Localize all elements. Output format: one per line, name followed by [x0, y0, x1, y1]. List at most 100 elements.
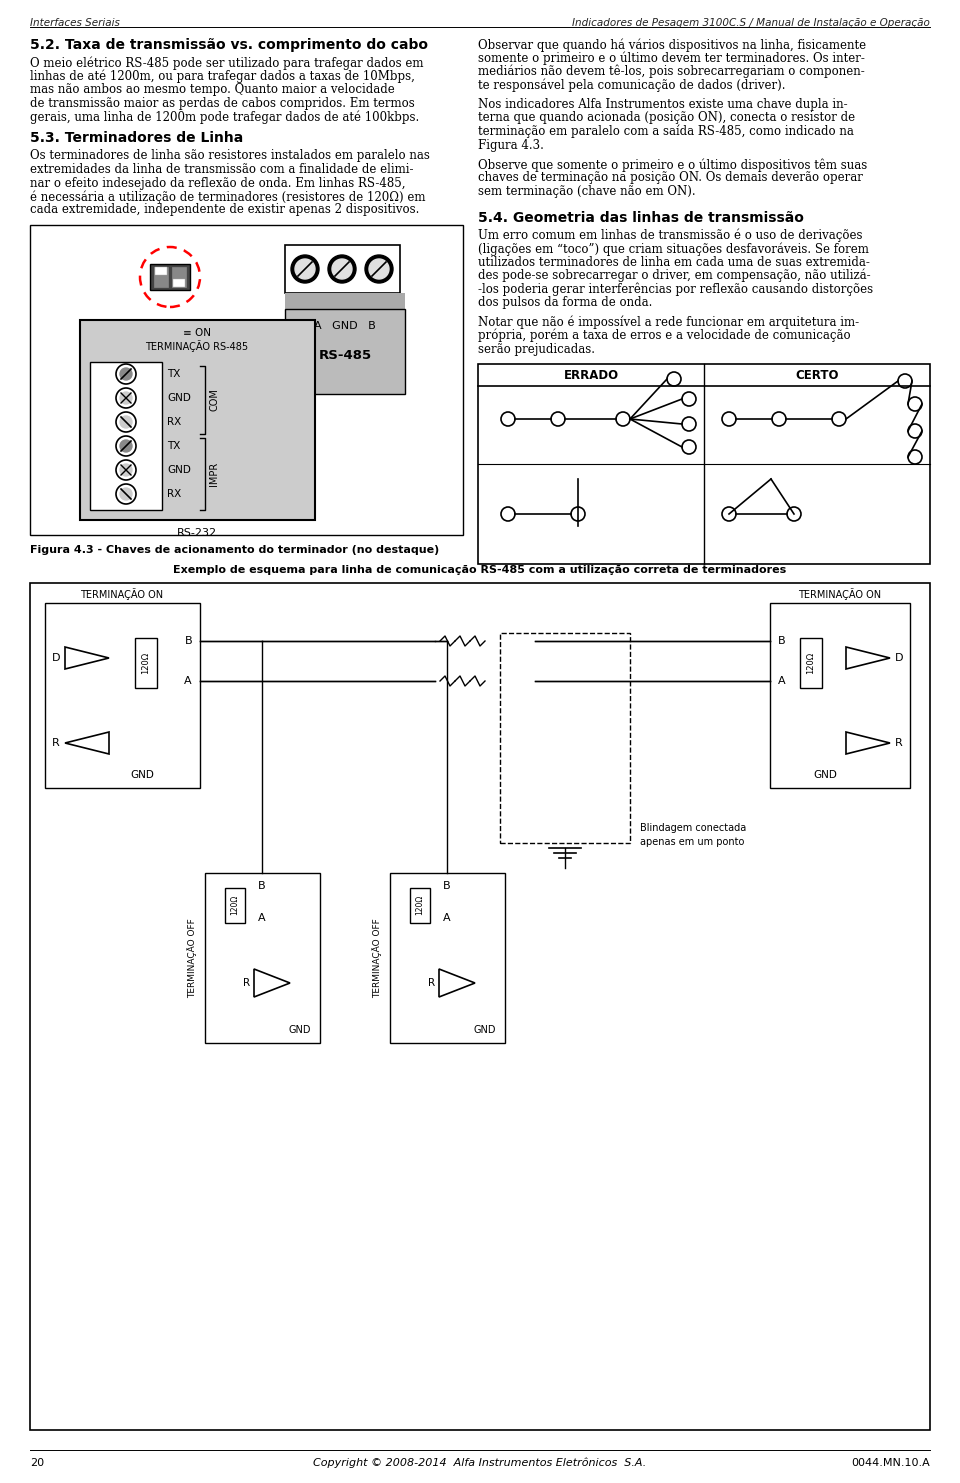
Text: te responsável pela comunicação de dados (driver).: te responsável pela comunicação de dados… [478, 79, 785, 92]
Text: B: B [258, 881, 266, 891]
Bar [135, 638, 157, 688]
Text: RS-232: RS-232 [177, 528, 217, 538]
Text: GND: GND [167, 393, 191, 403]
Text: Indicadores de Pesagem 3100C.S / Manual de Instalação e Operação: Indicadores de Pesagem 3100C.S / Manual … [572, 18, 930, 28]
Text: Interfaces Seriais: Interfaces Seriais [30, 18, 120, 28]
Text: cada extremidade, independente de existir apenas 2 dispositivos.: cada extremidade, independente de existi… [30, 203, 420, 217]
Text: (ligações em “toco”) que criam situações desfavoráveis. Se forem: (ligações em “toco”) que criam situações… [478, 242, 869, 255]
Text: 0044.MN.10.A: 0044.MN.10.A [852, 1458, 930, 1468]
Text: Blindagem conectada: Blindagem conectada [640, 823, 746, 833]
Bar [172, 267, 186, 288]
Text: mas não ambos ao mesmo tempo. Quanto maior a velocidade: mas não ambos ao mesmo tempo. Quanto mai… [30, 83, 395, 96]
Text: D: D [895, 653, 903, 663]
Polygon shape [65, 647, 109, 669]
Text: ERRADO: ERRADO [564, 369, 618, 383]
Text: B: B [444, 881, 451, 891]
Text: TERMINAÇÃO ON: TERMINAÇÃO ON [799, 587, 881, 601]
Circle shape [120, 368, 132, 380]
Text: 120Ω: 120Ω [806, 653, 815, 675]
Text: Nos indicadores Alfa Instrumentos existe uma chave dupla in-: Nos indicadores Alfa Instrumentos existe… [478, 98, 848, 111]
Bar [205, 873, 320, 1043]
Text: apenas em um ponto: apenas em um ponto [640, 836, 744, 847]
Bar [30, 225, 463, 535]
Text: ≡ ON: ≡ ON [183, 328, 211, 338]
Text: R: R [895, 739, 902, 747]
Text: GND: GND [289, 1025, 311, 1035]
Circle shape [120, 488, 132, 500]
Text: B: B [184, 636, 192, 647]
Bar [285, 245, 400, 294]
Circle shape [120, 417, 132, 429]
Text: Observe que somente o primeiro e o último dispositivos têm suas: Observe que somente o primeiro e o últim… [478, 159, 867, 172]
Bar [390, 873, 505, 1043]
Text: terminação em paralelo com a saída RS-485, como indicado na: terminação em paralelo com a saída RS-48… [478, 125, 853, 138]
Text: A: A [258, 914, 266, 922]
Text: 5.2. Taxa de transmissão vs. comprimento do cabo: 5.2. Taxa de transmissão vs. comprimento… [30, 39, 428, 52]
Circle shape [291, 255, 319, 283]
Text: Observar que quando há vários dispositivos na linha, fisicamente: Observar que quando há vários dispositiv… [478, 39, 866, 52]
Circle shape [332, 260, 352, 279]
Text: CERTO: CERTO [795, 369, 839, 383]
Text: Figura 4.3.: Figura 4.3. [478, 138, 544, 151]
Circle shape [369, 260, 389, 279]
Text: Figura 4.3 - Chaves de acionamento do terminador (no destaque): Figura 4.3 - Chaves de acionamento do te… [30, 544, 440, 555]
Text: somente o primeiro e o último devem ter terminadores. Os inter-: somente o primeiro e o último devem ter … [478, 52, 865, 65]
Text: Exemplo de esquema para linha de comunicação RS-485 com a utilização correta de : Exemplo de esquema para linha de comunic… [174, 565, 786, 575]
Bar [90, 362, 162, 510]
Text: GND: GND [130, 770, 154, 780]
Polygon shape [846, 647, 890, 669]
Text: TX: TX [167, 440, 180, 451]
Text: RX: RX [167, 417, 181, 427]
Circle shape [120, 464, 132, 476]
Text: RS-485: RS-485 [319, 349, 372, 362]
Text: B: B [778, 636, 785, 647]
Text: 120Ω: 120Ω [230, 894, 239, 915]
Bar [285, 308, 405, 394]
Text: sem terminação (chave não em ON).: sem terminação (chave não em ON). [478, 185, 696, 199]
Text: TX: TX [167, 369, 180, 380]
Text: mediários não devem tê-los, pois sobrecarregariam o componen-: mediários não devem tê-los, pois sobreca… [478, 65, 865, 79]
Circle shape [120, 392, 132, 403]
Text: TERMINAÇÃO OFF: TERMINAÇÃO OFF [372, 918, 382, 998]
Text: utilizados terminadores de linha em cada uma de suas extremida-: utilizados terminadores de linha em cada… [478, 255, 870, 268]
Text: chaves de terminação na posição ON. Os demais deverão operar: chaves de terminação na posição ON. Os d… [478, 172, 863, 184]
Bar [150, 264, 190, 291]
Bar [154, 267, 168, 288]
Bar [500, 633, 630, 842]
Text: des pode-se sobrecarregar o driver, em compensação, não utilizá-: des pode-se sobrecarregar o driver, em c… [478, 268, 871, 282]
Circle shape [328, 255, 356, 283]
Bar [478, 363, 930, 564]
Text: IMPR: IMPR [209, 461, 219, 486]
Bar [410, 888, 430, 922]
Text: gerais, uma linha de 1200m pode trafegar dados de até 100kbps.: gerais, uma linha de 1200m pode trafegar… [30, 110, 420, 123]
Text: R: R [243, 977, 250, 988]
Bar [30, 583, 930, 1430]
Text: é necessária a utilização de terminadores (resistores de 120Ω) em: é necessária a utilização de terminadore… [30, 190, 425, 203]
Text: 20: 20 [30, 1458, 44, 1468]
Bar [770, 604, 910, 787]
Polygon shape [846, 733, 890, 753]
Text: extremidades da linha de transmissão com a finalidade de elimi-: extremidades da linha de transmissão com… [30, 163, 414, 176]
Circle shape [120, 440, 132, 452]
Text: 120Ω: 120Ω [416, 894, 424, 915]
Text: RX: RX [167, 489, 181, 498]
Text: de transmissão maior as perdas de cabos compridos. Em termos: de transmissão maior as perdas de cabos … [30, 96, 415, 110]
Text: linhas de até 1200m, ou para trafegar dados a taxas de 10Mbps,: linhas de até 1200m, ou para trafegar da… [30, 70, 415, 83]
Text: Os terminadores de linha são resistores instalados em paralelo nas: Os terminadores de linha são resistores … [30, 150, 430, 163]
Text: O meio elétrico RS-485 pode ser utilizado para trafegar dados em: O meio elétrico RS-485 pode ser utilizad… [30, 56, 423, 70]
Polygon shape [439, 968, 475, 997]
Text: A   GND   B: A GND B [314, 320, 376, 331]
Text: TERMINAÇÃO RS-485: TERMINAÇÃO RS-485 [145, 340, 249, 351]
Text: D: D [52, 653, 60, 663]
Text: TERMINAÇÃO OFF: TERMINAÇÃO OFF [187, 918, 197, 998]
Text: A: A [778, 676, 785, 687]
Text: COM: COM [209, 389, 219, 411]
Text: TERMINAÇÃO ON: TERMINAÇÃO ON [81, 587, 163, 601]
Text: 120Ω: 120Ω [141, 653, 151, 675]
Text: própria, porém a taxa de erros e a velocidade de comunicação: própria, porém a taxa de erros e a veloc… [478, 329, 851, 343]
Bar [45, 604, 200, 787]
Polygon shape [254, 968, 290, 997]
Text: GND: GND [473, 1025, 496, 1035]
Text: 5.3. Terminadores de Linha: 5.3. Terminadores de Linha [30, 132, 243, 145]
Text: GND: GND [813, 770, 837, 780]
